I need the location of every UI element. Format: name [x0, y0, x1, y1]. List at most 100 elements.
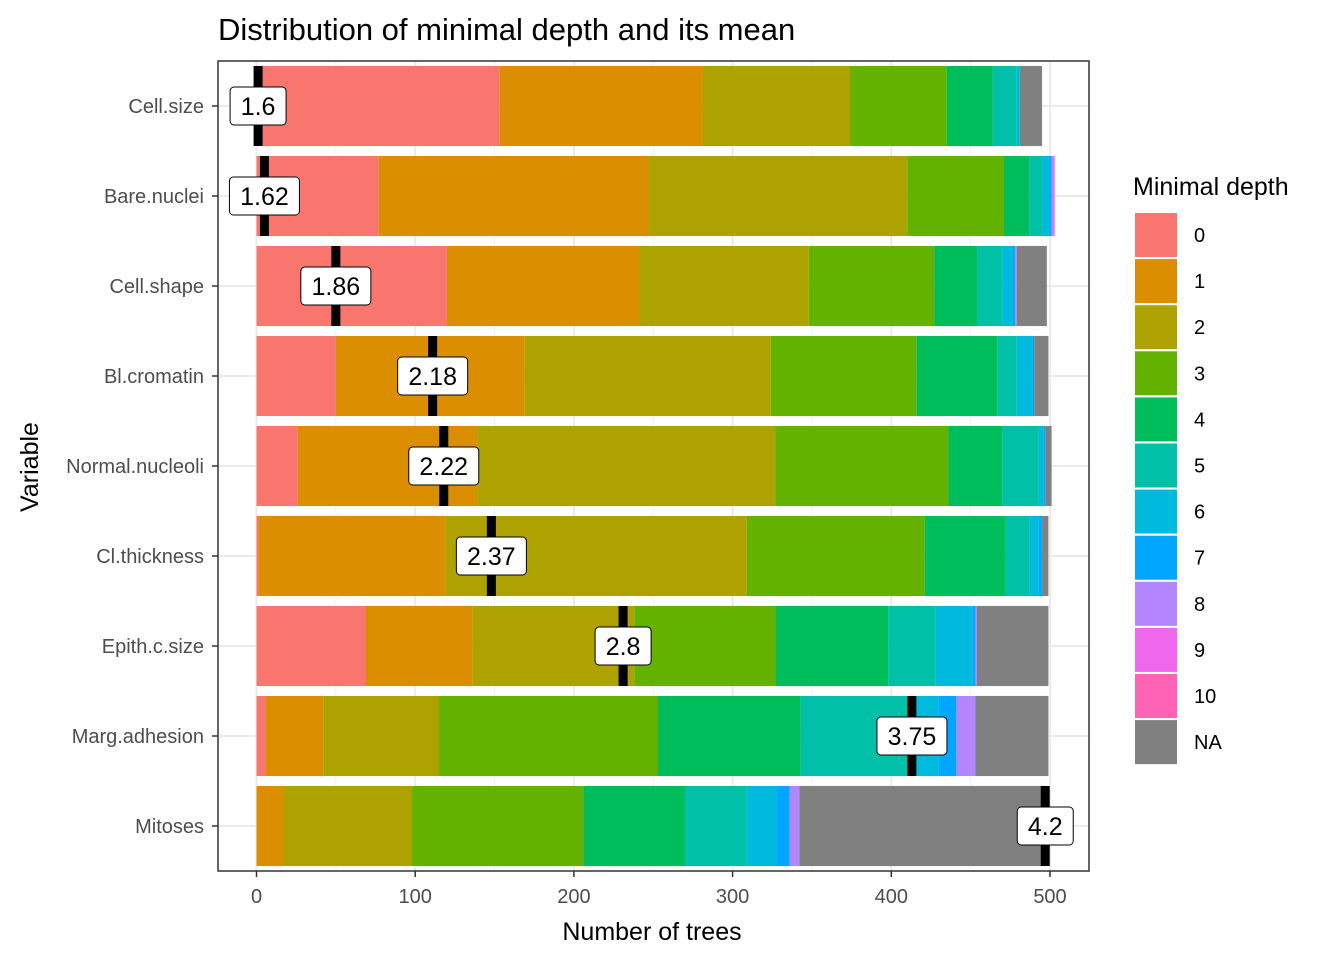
mean-label-box-cell-size [229, 86, 287, 126]
mean-label-box-bare-nuclei [228, 176, 300, 216]
legend-label-na: NA [1194, 732, 1222, 754]
bar-cell-shape-depth-5 [976, 245, 1003, 327]
bar-marg-adhesion-depth-1 [266, 695, 324, 777]
bar-mitoses-depth-4 [583, 785, 685, 867]
bar-bare-nuclei-depth-8 [1051, 155, 1054, 237]
legend-swatch-3 [1135, 351, 1177, 396]
bar-marg-adhesion-depth-4 [658, 695, 801, 777]
bar-mitoses-depth-7 [777, 785, 790, 867]
legend-label-9: 9 [1194, 640, 1205, 662]
bar-bare-nuclei-depth-9 [1053, 155, 1055, 237]
bar-cell-shape-depth-2 [638, 245, 809, 327]
legend-label-10: 10 [1194, 686, 1216, 708]
mean-label-epith-c-size: 2.8 [606, 633, 641, 661]
x-tick-label-400: 400 [875, 886, 908, 908]
plot-area: 1.6 1.62 1.86 2.18 2.22 2.37 2.8 3.75 4.2 Cell.si… [66, 60, 1090, 908]
bar-cell-shape-depth-na [1016, 245, 1047, 327]
bar-cell-shape-depth-6 [1002, 245, 1014, 327]
bar-mitoses-depth-6 [746, 785, 778, 867]
bar-mitoses-depth-na [799, 785, 1049, 867]
chart-title: Distribution of minimal depth and its me… [218, 12, 795, 47]
x-axis-title: Number of trees [562, 918, 741, 946]
bar-bl-cromatin-depth-6 [1016, 335, 1033, 417]
x-tick-label-500: 500 [1033, 886, 1066, 908]
mean-label-cell-shape: 1.86 [312, 273, 361, 301]
bar-epith-c-size-depth-8 [975, 605, 977, 687]
legend: 0 1 2 3 4 5 6 7 8 9 10 NA [1135, 213, 1222, 765]
x-tick-label-100: 100 [399, 886, 432, 908]
bar-bare-nuclei-depth-7 [1050, 155, 1052, 237]
bar-epith-c-size-depth-6 [935, 605, 973, 687]
bar-normal-nucleoli-depth-7 [1043, 425, 1046, 507]
bar-cl-thickness-depth-6 [1029, 515, 1039, 597]
mean-label-box-epith-c-size [594, 626, 652, 666]
legend-label-7: 7 [1194, 548, 1205, 570]
bar-epith-c-size-depth-3 [634, 605, 776, 687]
mean-label-box-marg-adhesion [876, 716, 948, 756]
bar-bare-nuclei-depth-5 [1029, 155, 1043, 237]
legend-swatch-10 [1135, 674, 1177, 718]
legend-swatch-na [1135, 720, 1177, 765]
bar-bl-cromatin-depth-2 [524, 335, 771, 417]
bar-cell-size-depth-4 [946, 65, 993, 147]
bar-marg-adhesion-depth-na [975, 695, 1049, 777]
mean-label-bl-cromatin: 2.18 [408, 363, 457, 391]
legend-label-2: 2 [1194, 317, 1205, 339]
bar-cell-size-depth-6 [1016, 65, 1020, 147]
bar-epith-c-size-depth-7 [972, 605, 976, 687]
bar-epith-c-size-depth-0 [256, 605, 367, 687]
legend-label-1: 1 [1194, 271, 1205, 293]
legend-label-8: 8 [1194, 594, 1205, 616]
bar-normal-nucleoli-depth-6 [1038, 425, 1044, 507]
mean-label-bare-nuclei: 1.62 [240, 183, 289, 211]
bar-cell-size-depth-2 [702, 65, 851, 147]
legend-label-0: 0 [1194, 225, 1205, 247]
mean-label-mitoses: 4.2 [1028, 813, 1063, 841]
bar-marg-adhesion-depth-7 [938, 695, 957, 777]
legend-swatch-4 [1135, 397, 1177, 442]
y-tick-label-cell-shape: Cell.shape [109, 276, 204, 298]
bar-marg-adhesion-depth-3 [439, 695, 659, 777]
bar-bl-cromatin-depth-3 [770, 335, 917, 417]
legend-title: Minimal depth [1133, 173, 1289, 201]
bar-normal-nucleoli-depth-na [1045, 425, 1052, 507]
y-tick-label-normal-nucleoli: Normal.nucleoli [66, 456, 204, 478]
mean-label-box-bl-cromatin [397, 356, 469, 396]
y-tick-label-mitoses: Mitoses [135, 816, 204, 838]
bar-normal-nucleoli-depth-4 [948, 425, 1003, 507]
bar-mitoses-depth-2 [283, 785, 413, 867]
legend-swatch-9 [1135, 627, 1177, 672]
legend-swatch-8 [1135, 581, 1177, 626]
bar-cell-shape-depth-3 [808, 245, 935, 327]
legend-label-3: 3 [1194, 363, 1205, 385]
legend-swatch-7 [1135, 535, 1177, 580]
bar-bare-nuclei-depth-6 [1042, 155, 1050, 237]
bar-bare-nuclei-depth-1 [378, 155, 649, 237]
bar-cell-size-depth-1 [499, 65, 703, 147]
bar-cl-thickness-depth-0 [256, 515, 259, 597]
bar-bl-cromatin-depth-4 [916, 335, 998, 417]
mean-label-cell-size: 1.6 [241, 93, 276, 121]
bar-cl-thickness-depth-4 [924, 515, 1006, 597]
bar-bl-cromatin-depth-5 [997, 335, 1017, 417]
bar-epith-c-size-depth-4 [775, 605, 889, 687]
y-tick-label-bare-nuclei: Bare.nuclei [104, 186, 204, 208]
bar-cl-thickness-depth-1 [258, 515, 446, 597]
bar-cl-thickness-depth-na [1042, 515, 1049, 597]
bar-marg-adhesion-depth-8 [956, 695, 976, 777]
y-axis-title: Variable [16, 422, 44, 512]
mean-label-box-mitoses [1016, 806, 1074, 846]
bar-marg-adhesion-depth-0 [256, 695, 267, 777]
legend-swatch-0 [1135, 213, 1177, 257]
y-tick-label-cell-size: Cell.size [128, 96, 204, 118]
bar-mitoses-depth-3 [412, 785, 584, 867]
mean-label-normal-nucleoli: 2.22 [419, 453, 468, 481]
x-tick-label-200: 200 [557, 886, 590, 908]
bar-normal-nucleoli-depth-0 [256, 425, 298, 507]
legend-swatch-1 [1135, 259, 1177, 304]
bar-mitoses-depth-5 [684, 785, 747, 867]
bar-epith-c-size-depth-na [976, 605, 1049, 687]
bar-mitoses-depth-1 [256, 785, 284, 867]
y-tick-label-marg-adhesion: Marg.adhesion [72, 726, 204, 748]
